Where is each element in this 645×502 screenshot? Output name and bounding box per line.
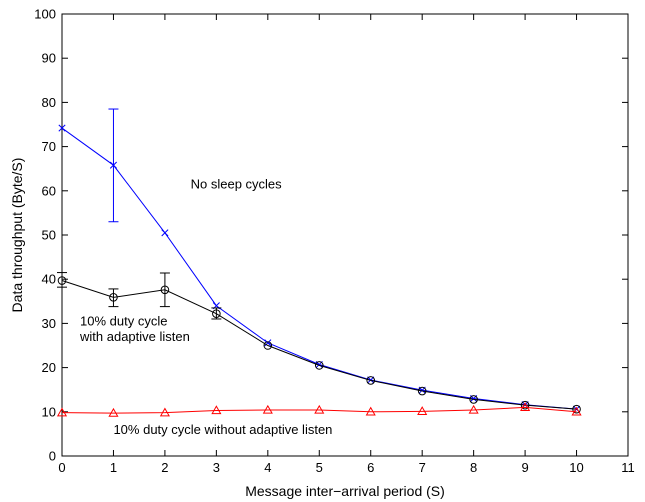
x-tick-label: 10 — [569, 460, 583, 475]
annotation-label: 10% duty cycle — [80, 314, 167, 329]
x-tick-label: 1 — [110, 460, 117, 475]
y-tick-label: 60 — [42, 183, 56, 198]
x-tick-label: 7 — [419, 460, 426, 475]
axis-ticks — [61, 13, 629, 457]
data-point-circle-marker — [109, 293, 118, 302]
series-line — [61, 406, 577, 414]
data-point-x-marker — [58, 124, 66, 132]
data-point-triangle-marker — [56, 407, 68, 417]
data-point-triangle-marker — [520, 402, 531, 412]
series-layer — [56, 108, 582, 417]
y-tick-label: 80 — [42, 95, 56, 110]
y-tick-label: 30 — [42, 316, 56, 331]
data-point-x-marker — [161, 229, 169, 237]
x-tick-label: 5 — [316, 460, 323, 475]
axis-tick-labels: 0 1 2 3 4 5 6 7 8 9 10 11 0 10 20 30 40 50 60 70 80 90 100 — [34, 7, 634, 476]
data-point-triangle-marker — [365, 406, 376, 416]
y-tick-label: 40 — [42, 272, 56, 287]
series-1 — [57, 272, 581, 414]
y-tick-label: 70 — [42, 139, 56, 154]
series-0 — [58, 108, 581, 413]
y-tick-label: 90 — [42, 51, 56, 66]
x-tick-label: 11 — [621, 460, 635, 475]
data-point-triangle-marker — [417, 406, 428, 416]
x-axis-label: Message inter−arrival period (S) — [245, 483, 445, 499]
series-2 — [56, 402, 582, 417]
data-point-triangle-marker — [314, 404, 325, 414]
x-tick-label: 2 — [161, 460, 168, 475]
y-tick-label: 100 — [34, 7, 56, 22]
data-point-triangle-marker — [108, 407, 119, 417]
annotation-label: 10% duty cycle without adaptive listen — [113, 422, 332, 437]
plot-frame — [61, 13, 629, 457]
data-point-circle-marker — [57, 276, 67, 285]
data-point-circle-marker — [366, 376, 376, 385]
series-line — [61, 127, 577, 410]
x-tick-label: 6 — [367, 460, 374, 475]
data-point-triangle-marker — [571, 406, 582, 416]
annotation-label: No sleep cycles — [191, 177, 283, 192]
y-tick-label: 50 — [42, 228, 56, 243]
x-tick-label: 4 — [264, 460, 271, 475]
series-line — [61, 280, 577, 410]
data-point-circle-marker — [314, 361, 324, 370]
axes-frame — [61, 13, 629, 457]
data-point-circle-marker — [263, 341, 273, 350]
x-tick-label: 0 — [58, 460, 65, 475]
annotation-label: with adaptive listen — [79, 329, 190, 344]
x-tick-label: 9 — [521, 460, 528, 475]
x-tick-label: 3 — [213, 460, 220, 475]
data-point-circle-marker — [417, 386, 427, 396]
data-point-circle-marker — [572, 404, 581, 414]
data-point-circle-marker — [520, 400, 530, 410]
data-point-triangle-marker — [159, 407, 170, 417]
data-point-x-marker — [264, 339, 272, 347]
y-tick-label: 0 — [49, 449, 56, 464]
x-tick-label: 8 — [470, 460, 477, 475]
y-tick-label: 10 — [42, 404, 56, 419]
data-point-x-marker — [109, 161, 118, 169]
data-point-circle-marker — [160, 285, 170, 295]
data-point-circle-marker — [212, 309, 221, 318]
y-tick-label: 20 — [42, 360, 56, 375]
data-point-triangle-marker — [262, 404, 273, 414]
y-axis-label: Data throughput (Byte/S) — [9, 158, 25, 313]
data-point-triangle-marker — [211, 405, 222, 415]
data-point-circle-marker — [469, 395, 478, 404]
data-point-triangle-marker — [468, 404, 479, 414]
